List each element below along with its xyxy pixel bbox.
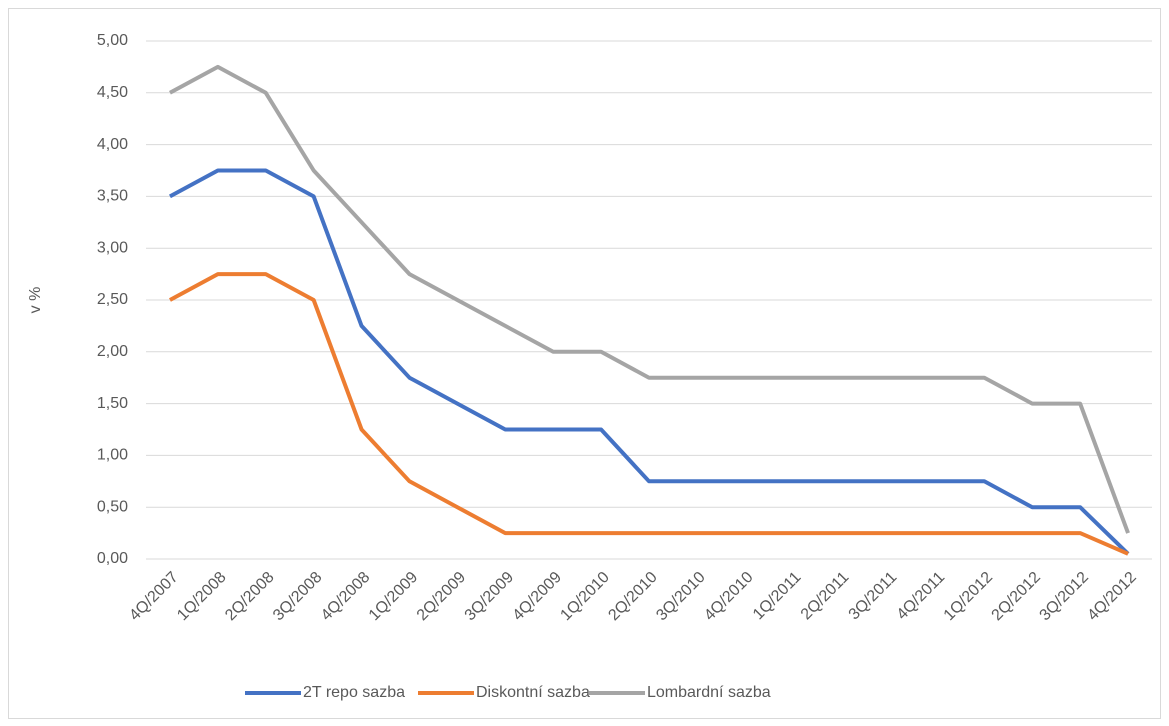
series-line [169,168,1130,556]
y-tick-label: 5,00 [97,32,128,49]
chart-border [8,8,1161,719]
series-line [169,272,1129,556]
series-line [169,64,1130,534]
y-tick-label: 2,50 [97,291,128,308]
y-tick-label: 3,00 [97,239,128,256]
y-tick-label: 4,50 [97,84,128,101]
y-tick-label: 4,00 [97,136,128,153]
legend-label: Lombardní sazba [647,684,771,701]
legend-label: 2T repo sazba [303,684,405,701]
y-axis-label: v % [27,287,44,314]
y-tick-label: 1,00 [97,447,128,464]
y-tick-label: 0,00 [97,550,128,567]
y-tick-label: 0,50 [97,498,128,515]
y-tick-label: 2,00 [97,343,128,360]
legend-label: Diskontní sazba [476,684,590,701]
y-tick-label: 3,50 [97,188,128,205]
y-tick-label: 1,50 [97,395,128,412]
